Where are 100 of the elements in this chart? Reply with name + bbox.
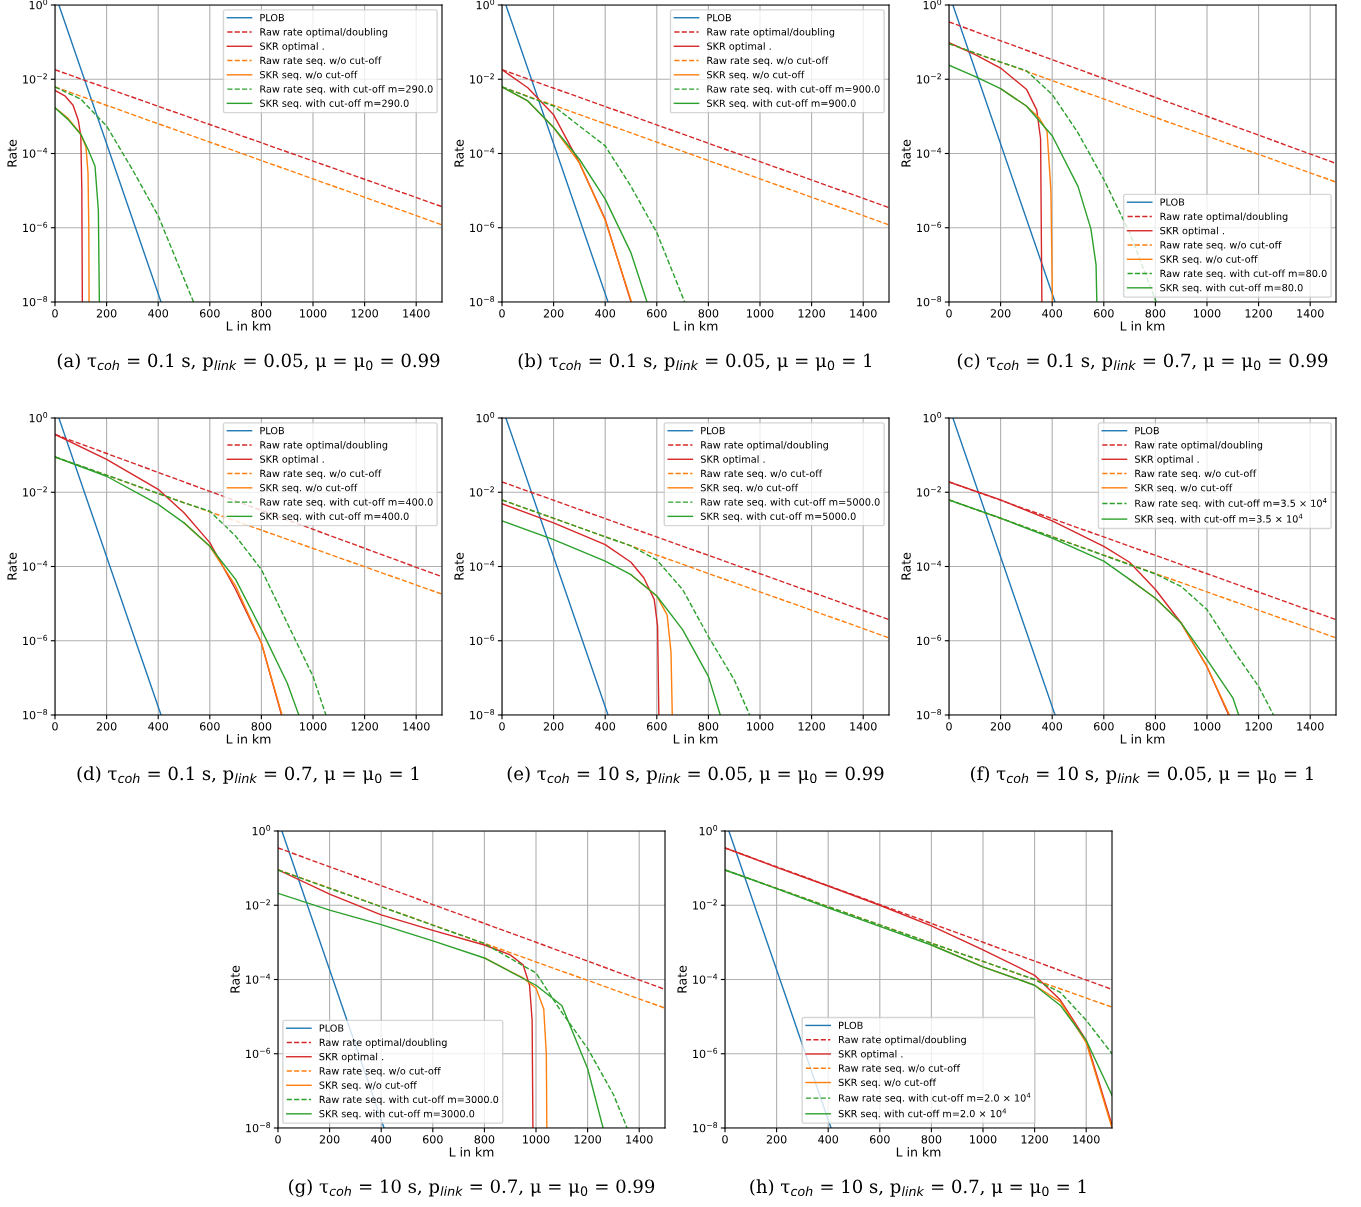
x-tick-label: 400 — [1042, 309, 1063, 318]
text: (d) τ$_{coh}$ = 0.1 s, p$_{link}$ = 0.7, μ = μ$_{0}$ = 1 — [77, 766, 419, 784]
text: (f) τ$_{coh}$ = 10 s, p$_{link}$ = 0.05, μ = μ$_{0}$ = 1 — [971, 766, 1313, 784]
y-tick-label: 10$^{0}$ — [923, 0, 942, 10]
x-tick-label: 400 — [1042, 722, 1063, 731]
x-tick-label: 0 — [946, 309, 952, 318]
y-tick-label: 10$^{−8}$ — [23, 709, 48, 720]
x-tick-label: 800 — [1145, 309, 1166, 318]
y-axis-title: Rate — [901, 552, 911, 580]
x-tick-label: 200 — [543, 309, 564, 318]
x-tick-label: 0 — [52, 722, 58, 731]
legend-label: PLOB — [260, 13, 284, 22]
legend-label: SKR seq. with cut-off m=80.0 — [1160, 283, 1303, 294]
legend-label: SKR optimal . — [260, 42, 324, 52]
legend-label: Raw rate seq. with cut-off m=3.5 × 10$^{4}$ — [1135, 498, 1327, 509]
legend-label: Raw rate optimal/doubling — [701, 441, 828, 451]
x-tick-label: 1200 — [351, 309, 378, 318]
x-tick-label: 0 — [499, 722, 505, 731]
y-tick-label: 10$^{−2}$ — [470, 486, 494, 497]
x-tick-label: 1400 — [850, 309, 877, 318]
y-axis-title: Rate — [901, 139, 911, 167]
legend-label: PLOB — [260, 426, 284, 435]
legend-label: SKR seq. w/o cut-off — [260, 70, 358, 81]
y-tick-label: 10$^{−6}$ — [246, 1047, 271, 1059]
x-tick-label: 400 — [595, 722, 616, 731]
y-tick-label: 10$^{−6}$ — [23, 221, 48, 233]
x-tick-label: 400 — [595, 309, 616, 318]
x-tick-label: 0 — [52, 309, 58, 318]
x-tick-label: 1200 — [1245, 309, 1272, 318]
legend-label: Raw rate seq. with cut-off m=5000.0 — [701, 498, 880, 508]
legend-label: SKR seq. w/o cut-off — [260, 483, 358, 494]
x-tick-label: 200 — [96, 722, 117, 731]
y-tick-label: 10$^{−4}$ — [917, 560, 942, 571]
x-axis-title: L in km — [673, 734, 718, 744]
y-tick-label: 10$^{−8}$ — [246, 1122, 271, 1133]
y-tick-label: 10$^{−6}$ — [693, 1047, 718, 1059]
x-tick-label: 600 — [1093, 309, 1114, 318]
legend-label: Raw rate optimal/doubling — [1160, 212, 1288, 222]
y-tick-label: 10$^{−2}$ — [917, 73, 941, 84]
y-tick-label: 10$^{−4}$ — [917, 147, 942, 158]
y-tick-label: 10$^{−8}$ — [470, 709, 495, 720]
x-tick-label: 800 — [1145, 722, 1166, 731]
legend-label: SKR seq. w/o cut-off — [700, 483, 799, 494]
x-tick-label: 400 — [148, 722, 169, 731]
legend-label: Raw rate seq. with cut-off m=900.0 — [707, 85, 880, 95]
y-tick-label: 10$^{0}$ — [476, 412, 495, 423]
y-tick-label: 10$^{−4}$ — [246, 973, 271, 984]
y-tick-label: 10$^{−2}$ — [246, 899, 270, 910]
x-tick-label: 1200 — [574, 1135, 601, 1144]
x-tick-label: 1200 — [1245, 722, 1272, 731]
y-tick-label: 10$^{−4}$ — [23, 147, 48, 158]
x-tick-label: 1400 — [1073, 1135, 1100, 1144]
legend-label: Raw rate seq. w/o cut-off — [1135, 469, 1257, 479]
legend-label: SKR seq. w/o cut-off — [838, 1078, 937, 1088]
legend-label: SKR optimal . — [319, 1052, 384, 1063]
line-series — [502, 503, 660, 715]
legend-label: Raw rate seq. w/o cut-off — [707, 56, 829, 66]
x-tick-label: 600 — [646, 722, 667, 731]
x-tick-label: 0 — [275, 1135, 281, 1144]
legend-label: SKR optimal . — [260, 455, 324, 465]
legend-label: Raw rate seq. with cut-off m=400.0 — [260, 498, 433, 508]
legend-label: PLOB — [701, 426, 725, 435]
x-tick-label: 1000 — [747, 722, 774, 731]
legend-label: SKR optimal . — [838, 1049, 903, 1060]
legend-label: SKR seq. w/o cut-off — [319, 1081, 417, 1091]
line-series — [502, 520, 721, 715]
y-tick-label: 10$^{−6}$ — [917, 634, 942, 646]
legend-label: Raw rate seq. w/o cut-off — [701, 469, 823, 479]
x-tick-label: 1000 — [300, 309, 327, 318]
legend-label: SKR seq. w/o cut-off — [707, 70, 805, 81]
legend-label: Raw rate seq. w/o cut-off — [319, 1067, 441, 1077]
x-tick-label: 200 — [96, 309, 117, 318]
y-axis-title: Rate — [454, 552, 464, 580]
legend-label: SKR seq. with cut-off m=900.0 — [707, 99, 856, 109]
x-tick-label: 1000 — [1194, 722, 1221, 731]
x-axis-title: L in km — [1120, 321, 1165, 331]
x-tick-label: 1400 — [1297, 309, 1324, 318]
x-axis-title: L in km — [449, 1147, 494, 1157]
y-tick-label: 10$^{0}$ — [476, 0, 495, 10]
x-tick-label: 1400 — [403, 309, 430, 318]
y-tick-label: 10$^{−2}$ — [470, 73, 494, 84]
x-tick-label: 600 — [869, 1135, 890, 1144]
y-tick-label: 10$^{−4}$ — [23, 560, 48, 571]
y-tick-label: 10$^{−8}$ — [917, 296, 942, 307]
y-tick-label: 10$^{−8}$ — [917, 709, 942, 720]
line-series — [949, 41, 1043, 302]
line-series — [949, 64, 1098, 302]
x-tick-label: 1000 — [300, 722, 327, 731]
x-tick-label: 800 — [251, 722, 272, 731]
legend-label: SKR optimal . — [700, 455, 765, 465]
text: (h) τ$_{coh}$ = 10 s, p$_{link}$ = 0.7, μ = μ$_{0}$ = 1 — [750, 1179, 1086, 1197]
x-tick-label: 800 — [251, 309, 272, 318]
legend-label: Raw rate seq. w/o cut-off — [260, 56, 382, 66]
x-tick-label: 600 — [1093, 722, 1114, 731]
x-tick-label: 200 — [990, 309, 1011, 318]
x-tick-label: 600 — [422, 1135, 443, 1144]
legend-label: SKR optimal . — [707, 42, 771, 52]
legend-label: Raw rate optimal/doubling — [260, 441, 388, 451]
x-axis-title: L in km — [226, 734, 271, 744]
y-axis-title: Rate — [7, 552, 17, 580]
